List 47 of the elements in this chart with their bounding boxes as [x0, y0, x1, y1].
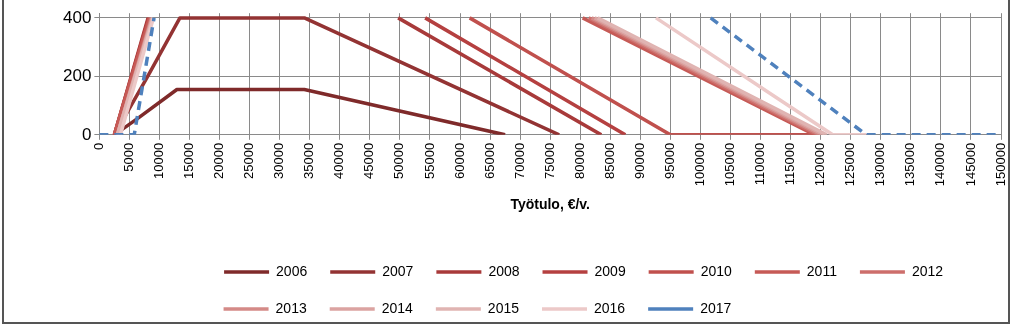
x-tick-label: 130000 [872, 142, 888, 187]
x-tick-label: 70000 [511, 142, 527, 179]
x-tick-label: 100000 [692, 142, 708, 187]
x-tick-label: 75000 [541, 142, 557, 179]
x-tick-label: 30000 [271, 142, 287, 179]
x-tick-label: 120000 [812, 142, 828, 187]
x-tick-label: 125000 [842, 142, 858, 187]
x-tick-label: 110000 [752, 142, 768, 186]
legend-label: 2014 [381, 299, 414, 316]
x-tick-label: 60000 [451, 142, 467, 179]
x-axis-title: Työtulo, €/v. [510, 196, 590, 213]
x-tick-label: 90000 [631, 142, 647, 179]
legend-label: 2013 [275, 299, 307, 316]
legend-label: 2015 [487, 299, 520, 316]
x-tick-label: 85000 [601, 142, 617, 179]
x-tick-label: 145000 [962, 142, 978, 187]
x-tick-label: 25000 [241, 142, 257, 179]
legend-label: 2016 [594, 299, 626, 316]
x-tick-label: 35000 [301, 142, 317, 179]
x-tick-label: 55000 [421, 142, 437, 179]
x-tick-label: 115000 [782, 142, 798, 186]
legend-label: 2012 [911, 262, 944, 279]
x-tick-label: 45000 [361, 142, 377, 179]
y-tick-label: 400 [62, 7, 92, 27]
legend-label: 2010 [700, 262, 733, 279]
x-tick-label: 15000 [181, 142, 197, 179]
legend-label: 2008 [488, 262, 520, 279]
legend-label: 2011 [806, 262, 838, 279]
legend-label: 2017 [700, 299, 732, 316]
x-tick-label: 5000 [121, 142, 136, 172]
x-tick-label: 20000 [211, 142, 227, 179]
x-tick-label: 0 [90, 142, 106, 151]
legend-label: 2007 [382, 262, 414, 279]
x-tick-label: 10000 [151, 142, 167, 179]
x-tick-label: 135000 [902, 142, 918, 187]
x-tick-label: 150000 [992, 142, 1008, 187]
x-tick-label: 140000 [932, 142, 948, 187]
y-tick-label: 200 [62, 66, 92, 86]
x-tick-label: 50000 [391, 142, 407, 179]
y-tick-label: 0 [81, 124, 92, 144]
x-tick-label: 65000 [481, 142, 497, 179]
x-tick-label: 105000 [722, 142, 738, 187]
legend-label: 2006 [276, 262, 308, 279]
x-tick-label: 95000 [661, 142, 677, 179]
x-tick-label: 80000 [571, 142, 587, 179]
x-tick-label: 40000 [331, 142, 347, 179]
legend-label: 2009 [594, 262, 626, 279]
